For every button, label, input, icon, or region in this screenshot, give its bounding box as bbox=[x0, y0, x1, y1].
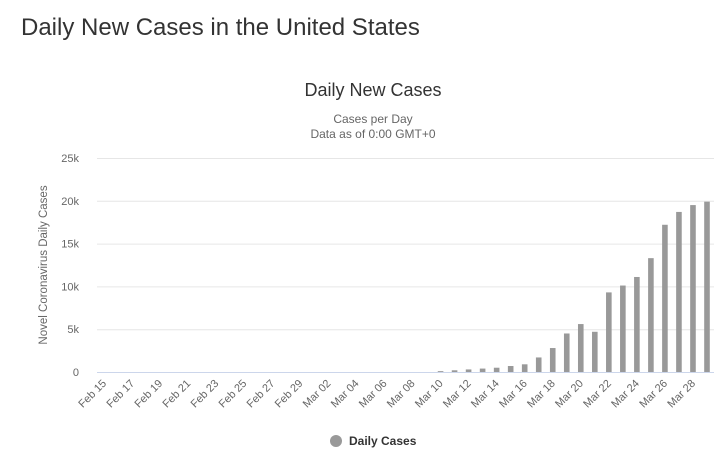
x-tick-label: Feb 23 bbox=[189, 378, 222, 411]
y-tick-label: 0 bbox=[73, 367, 79, 379]
y-tick-label: 5k bbox=[67, 324, 79, 336]
y-tick-label: 15k bbox=[61, 239, 79, 251]
x-tick-label: Mar 20 bbox=[553, 378, 586, 411]
bar[interactable] bbox=[451, 370, 458, 372]
bar[interactable] bbox=[437, 371, 444, 372]
x-tick-label: Mar 16 bbox=[497, 378, 530, 411]
x-tick-label: Mar 18 bbox=[525, 378, 558, 411]
bar[interactable] bbox=[690, 205, 696, 372]
x-tick-label: Mar 28 bbox=[665, 378, 698, 411]
y-axis-label: Novel Coronavirus Daily Cases bbox=[38, 185, 50, 344]
legend-label[interactable]: Daily Cases bbox=[349, 434, 417, 448]
chart-subtitle-line2: Data as of 0:00 GMT+0 bbox=[310, 127, 435, 141]
x-tick-label: Feb 19 bbox=[133, 378, 166, 411]
bar[interactable] bbox=[507, 366, 514, 372]
bar[interactable] bbox=[620, 285, 626, 372]
y-axis-ticks: 0 5k 10k 15k 20k 25k bbox=[61, 153, 79, 379]
x-tick-label: Feb 27 bbox=[245, 378, 278, 411]
bar[interactable] bbox=[563, 333, 570, 372]
chart-subtitle-line1: Cases per Day bbox=[333, 112, 412, 126]
x-tick-label: Feb 29 bbox=[273, 378, 306, 411]
bar[interactable] bbox=[662, 224, 668, 372]
x-tick-label: Mar 10 bbox=[413, 378, 446, 411]
x-tick-label: Mar 26 bbox=[637, 378, 670, 411]
bar[interactable] bbox=[465, 369, 472, 372]
bar[interactable] bbox=[493, 367, 500, 372]
x-tick-label: Feb 15 bbox=[76, 378, 109, 411]
x-tick-label: Mar 08 bbox=[385, 378, 418, 411]
page-heading: Daily New Cases in the United States bbox=[21, 14, 420, 41]
bar[interactable] bbox=[521, 364, 528, 372]
bar[interactable] bbox=[704, 201, 710, 372]
bar[interactable] bbox=[648, 258, 654, 372]
x-tick-label: Mar 02 bbox=[301, 378, 334, 411]
y-tick-label: 25k bbox=[61, 153, 79, 165]
bar[interactable] bbox=[676, 211, 682, 372]
bar[interactable] bbox=[535, 357, 542, 372]
bar[interactable] bbox=[577, 324, 584, 372]
bars bbox=[437, 201, 710, 372]
y-tick-label: 20k bbox=[61, 196, 79, 208]
legend-marker bbox=[330, 435, 342, 447]
x-tick-label: Feb 17 bbox=[104, 378, 137, 411]
x-tick-label: Feb 25 bbox=[217, 378, 250, 411]
bar[interactable] bbox=[592, 331, 598, 372]
x-tick-label: Mar 22 bbox=[581, 378, 614, 411]
legend[interactable]: Daily Cases bbox=[330, 434, 417, 448]
chart-title: Daily New Cases bbox=[304, 80, 441, 100]
x-tick-label: Mar 12 bbox=[441, 378, 474, 411]
bar[interactable] bbox=[606, 292, 612, 372]
bar[interactable] bbox=[634, 276, 640, 372]
x-tick-label: Mar 24 bbox=[609, 378, 642, 411]
y-tick-label: 10k bbox=[61, 281, 79, 293]
bar[interactable] bbox=[479, 368, 486, 372]
x-tick-label: Mar 06 bbox=[357, 378, 390, 411]
bar[interactable] bbox=[549, 348, 556, 372]
x-tick-label: Mar 14 bbox=[469, 378, 502, 411]
x-tick-label: Feb 21 bbox=[161, 378, 194, 411]
x-tick-label: Mar 04 bbox=[329, 378, 362, 411]
